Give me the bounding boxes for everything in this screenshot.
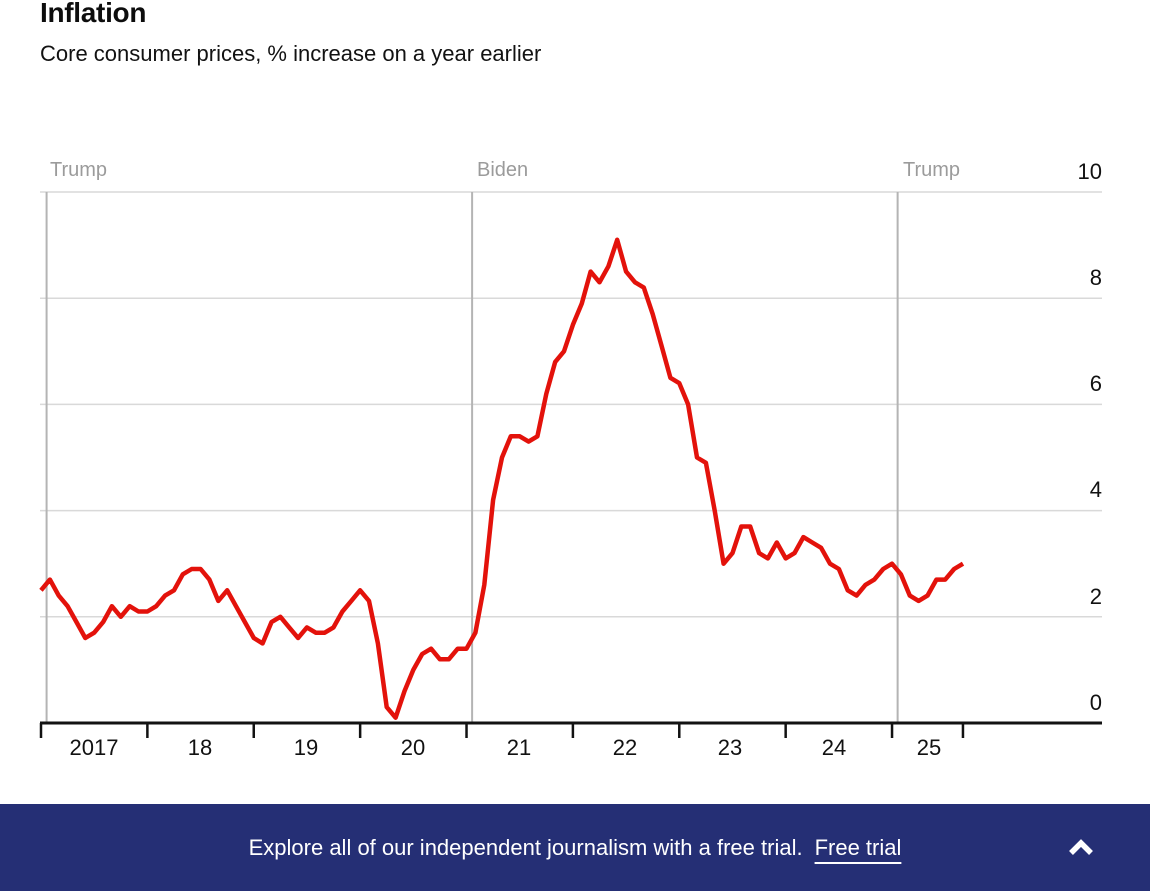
x-axis-label-2017: 2017 (69, 735, 119, 760)
y-axis-label-10: 10 (1077, 159, 1102, 184)
chart-canvas (39, 191, 1102, 738)
chart-title: Inflation (40, 0, 147, 28)
y-axis-label-6: 6 (1089, 371, 1102, 396)
x-axis-label-22: 22 (612, 735, 638, 760)
x-axis-label-21: 21 (506, 735, 532, 760)
term-label-trump-1: Trump (50, 159, 108, 181)
banner-text: Explore all of our independent journalis… (249, 835, 902, 861)
inflation-line (39, 237, 965, 720)
x-axis-label-24: 24 (821, 735, 847, 760)
subscription-banner: Explore all of our independent journalis… (0, 804, 1150, 891)
x-axis-label-19: 19 (293, 735, 319, 760)
banner-collapse-button[interactable] (1064, 838, 1098, 858)
chart-subtitle: Core consumer prices, % increase on a ye… (40, 41, 542, 66)
x-axis-label-23: 23 (717, 735, 743, 760)
x-axis-label-18: 18 (187, 735, 213, 760)
y-axis-label-8: 8 (1089, 265, 1102, 290)
y-axis-label-0: 0 (1089, 690, 1102, 715)
x-axis-label-20: 20 (400, 735, 426, 760)
term-label-trump-2: Trump (903, 159, 961, 181)
inflation-line-chart: Trump Biden Trump 10 8 6 4 2 0 2017 18 1… (39, 159, 1102, 760)
chevron-up-icon (1069, 838, 1093, 855)
free-trial-link[interactable]: Free trial (814, 834, 902, 860)
x-axis-label-25: 25 (916, 735, 942, 760)
term-label-biden: Biden (477, 159, 529, 181)
banner-message: Explore all of our independent journalis… (248, 834, 803, 860)
y-axis-label-2: 2 (1089, 584, 1102, 609)
y-axis-label-4: 4 (1089, 477, 1102, 502)
